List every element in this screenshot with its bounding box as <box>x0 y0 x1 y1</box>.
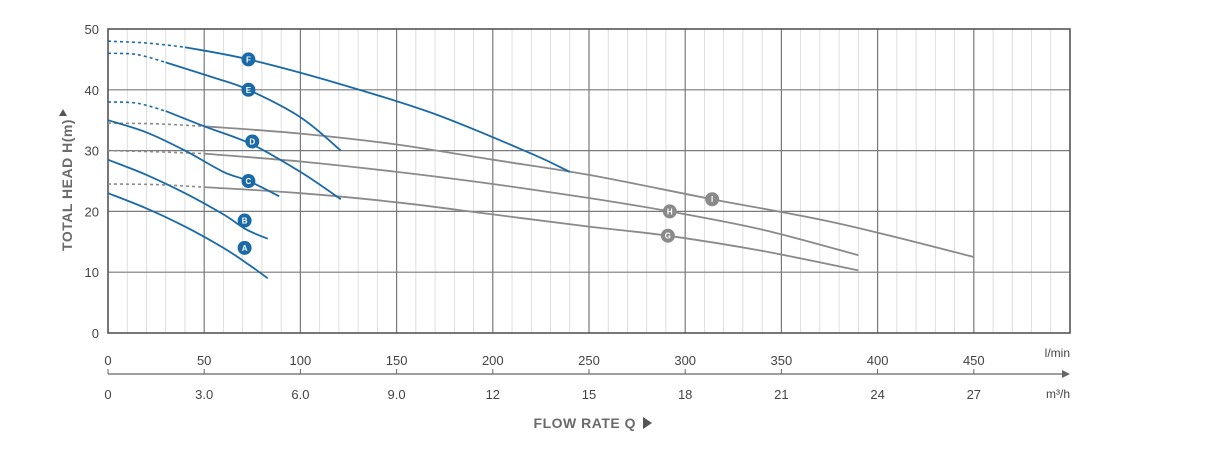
x-axis-lmin-tick-label: 250 <box>578 353 600 368</box>
y-axis-title: TOTAL HEAD H(m) <box>59 119 75 251</box>
x-axis-title: FLOW RATE Q <box>534 415 636 431</box>
x2-unit-label: m³/h <box>1046 387 1070 401</box>
curve-c-label: C <box>246 177 252 186</box>
x-axis-m3h-tick-label: 15 <box>582 387 596 402</box>
x-axis-lmin: 0 50 100 150 200 250 300 350 400 450 <box>104 353 1070 378</box>
curve-f-label: F <box>246 55 251 64</box>
curve-f-marker <box>241 52 256 67</box>
x-axis-m3h-tick-label: 27 <box>967 387 981 402</box>
x-axis-m3h-tick-label: 0 <box>104 387 111 402</box>
x-axis-lmin-arrow-icon <box>1062 370 1070 378</box>
curve-e-dashed <box>107 52 166 64</box>
x-axis-m3h-tick-label: 6.0 <box>291 387 309 402</box>
y-tick-label: 40 <box>85 83 99 98</box>
x-axis-m3h-tick-label: 3.0 <box>195 387 213 402</box>
x-axis-lmin-tick-label: 400 <box>867 353 889 368</box>
x-axis-lmin-tick-label: 350 <box>771 353 793 368</box>
curve-h-dashed <box>107 149 205 155</box>
x-axis-lmin-tick-label: 200 <box>482 353 504 368</box>
curve-a-marker <box>237 240 252 255</box>
y-tick-labels: 0 10 20 30 40 50 <box>85 22 99 341</box>
y-tick-label: 50 <box>85 22 99 37</box>
curve-b-label: B <box>242 217 248 226</box>
curve-i-marker <box>705 192 720 207</box>
x-axis-lmin-tick-label: 450 <box>963 353 985 368</box>
x-axis-lmin-tick-label: 300 <box>674 353 696 368</box>
curve-h-label: H <box>667 207 673 216</box>
curve-a <box>107 192 269 280</box>
x-axis-m3h: 0 3.0 6.0 9.0 12 15 18 21 24 27 <box>104 387 981 402</box>
major-grid <box>108 29 1070 333</box>
curve-e-marker <box>241 82 256 97</box>
curve-h-marker <box>662 204 677 219</box>
x-axis-m3h-tick-label: 12 <box>486 387 500 402</box>
curve-g-marker <box>660 228 675 243</box>
curve-i-dashed <box>107 122 205 128</box>
plot-frame <box>107 28 1071 334</box>
curve-g-dashed <box>107 183 205 188</box>
y-axis-arrow-icon <box>59 109 67 116</box>
curve-d-marker <box>245 134 260 149</box>
curve-c-marker <box>241 174 256 188</box>
y-tick-label: 30 <box>85 144 99 159</box>
curve-a-label: A <box>242 244 248 253</box>
curve-f-dashed <box>107 40 186 48</box>
curve-g-label: G <box>665 232 671 241</box>
curve-d-dashed <box>107 101 166 112</box>
y-tick-label: 0 <box>92 326 99 341</box>
x-axis-arrow-icon <box>643 417 652 429</box>
curve-g <box>204 186 859 272</box>
curve-d-label: D <box>249 137 255 146</box>
series-layer: G H I A B C D E F <box>107 40 975 280</box>
y-axis-title-group: TOTAL HEAD H(m) <box>59 109 75 251</box>
x-axis-m3h-tick-label: 18 <box>678 387 692 402</box>
x-axis-lmin-tick-label: 150 <box>386 353 408 368</box>
curve-i-label: I <box>711 195 713 204</box>
curve-h <box>204 152 859 257</box>
x-axis-m3h-tick-label: 24 <box>870 387 884 402</box>
x-axis-lmin-tick-label: 50 <box>197 353 211 368</box>
curve-b-marker <box>237 213 252 228</box>
x-unit-label: l/min <box>1045 346 1070 360</box>
x-axis-lmin-tick-label: 100 <box>290 353 312 368</box>
x-axis-m3h-tick-label: 9.0 <box>388 387 406 402</box>
y-tick-label: 10 <box>85 265 99 280</box>
x-axis-m3h-tick-label: 21 <box>774 387 788 402</box>
curve-b <box>107 158 269 240</box>
y-tick-label: 20 <box>85 204 99 219</box>
curve-e-label: E <box>246 86 252 95</box>
x-axis-lmin-tick-label: 0 <box>104 353 111 368</box>
minor-grid <box>126 29 1052 333</box>
